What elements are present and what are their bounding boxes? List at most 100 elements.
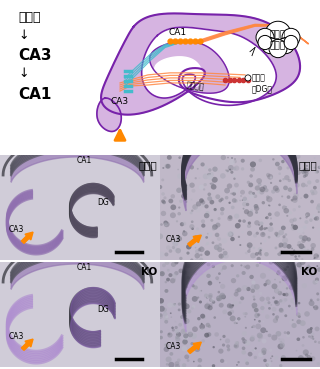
Circle shape: [252, 247, 255, 249]
Circle shape: [300, 247, 306, 252]
Circle shape: [254, 284, 260, 290]
Circle shape: [288, 305, 291, 307]
Circle shape: [168, 362, 174, 368]
Circle shape: [279, 180, 282, 182]
Circle shape: [301, 258, 303, 260]
Circle shape: [292, 196, 298, 200]
Circle shape: [204, 293, 208, 298]
Circle shape: [268, 301, 270, 304]
Circle shape: [225, 338, 230, 344]
Circle shape: [191, 242, 194, 245]
Circle shape: [195, 247, 196, 248]
Circle shape: [247, 245, 249, 247]
Circle shape: [308, 264, 310, 266]
Circle shape: [281, 196, 283, 197]
Circle shape: [265, 279, 271, 285]
Circle shape: [314, 166, 316, 169]
Circle shape: [192, 326, 198, 332]
Circle shape: [259, 221, 263, 225]
Circle shape: [282, 242, 288, 248]
Circle shape: [311, 192, 315, 195]
Circle shape: [296, 170, 301, 175]
Circle shape: [164, 223, 168, 226]
Circle shape: [172, 303, 176, 307]
Circle shape: [310, 335, 314, 339]
Circle shape: [182, 231, 188, 236]
Circle shape: [188, 348, 193, 352]
Circle shape: [209, 275, 212, 277]
Circle shape: [180, 363, 184, 367]
Circle shape: [299, 168, 301, 169]
Circle shape: [172, 344, 175, 346]
Circle shape: [294, 302, 297, 306]
Circle shape: [304, 194, 308, 199]
Circle shape: [279, 338, 285, 344]
Circle shape: [297, 338, 300, 341]
Circle shape: [199, 258, 203, 262]
Circle shape: [312, 280, 317, 284]
Circle shape: [265, 314, 270, 319]
Circle shape: [179, 269, 183, 273]
Text: CA3: CA3: [111, 97, 129, 106]
Circle shape: [198, 177, 200, 179]
Circle shape: [229, 304, 234, 308]
Circle shape: [186, 264, 190, 269]
Circle shape: [197, 365, 202, 369]
Circle shape: [293, 218, 297, 222]
Text: CA1: CA1: [77, 263, 92, 272]
Circle shape: [206, 242, 209, 245]
Circle shape: [242, 271, 246, 275]
Circle shape: [310, 356, 316, 361]
Circle shape: [239, 200, 241, 201]
Circle shape: [222, 310, 227, 314]
Circle shape: [303, 175, 306, 178]
Circle shape: [289, 154, 293, 158]
Circle shape: [158, 314, 163, 319]
Circle shape: [250, 337, 255, 342]
Circle shape: [276, 235, 277, 237]
Circle shape: [239, 301, 242, 304]
Circle shape: [198, 248, 201, 251]
Circle shape: [223, 249, 224, 250]
Circle shape: [204, 303, 210, 309]
Circle shape: [260, 273, 266, 279]
Circle shape: [298, 302, 300, 304]
Circle shape: [228, 306, 232, 310]
Circle shape: [208, 293, 213, 297]
Circle shape: [206, 263, 211, 266]
Circle shape: [261, 201, 265, 204]
Circle shape: [224, 188, 230, 193]
Polygon shape: [11, 250, 144, 289]
Circle shape: [235, 341, 239, 345]
Circle shape: [233, 167, 236, 170]
Circle shape: [170, 278, 175, 283]
Circle shape: [168, 333, 171, 335]
Circle shape: [277, 252, 281, 256]
Circle shape: [209, 303, 213, 307]
Circle shape: [303, 251, 307, 254]
Circle shape: [230, 171, 233, 174]
Circle shape: [281, 275, 283, 277]
Circle shape: [261, 350, 266, 355]
Circle shape: [199, 300, 202, 303]
Circle shape: [159, 271, 165, 276]
Circle shape: [307, 173, 309, 175]
Circle shape: [292, 197, 298, 203]
Text: 野生型: 野生型: [138, 160, 157, 170]
Circle shape: [301, 183, 306, 187]
Circle shape: [227, 348, 230, 351]
Circle shape: [201, 200, 205, 204]
Circle shape: [203, 265, 206, 268]
Circle shape: [160, 330, 163, 333]
Circle shape: [310, 327, 313, 330]
Circle shape: [220, 197, 224, 201]
Circle shape: [197, 317, 201, 320]
Circle shape: [284, 268, 287, 271]
Circle shape: [177, 173, 183, 179]
Circle shape: [286, 279, 290, 282]
Circle shape: [278, 245, 281, 248]
Circle shape: [228, 201, 231, 204]
Circle shape: [300, 237, 304, 240]
Circle shape: [212, 241, 214, 244]
Circle shape: [201, 323, 203, 325]
